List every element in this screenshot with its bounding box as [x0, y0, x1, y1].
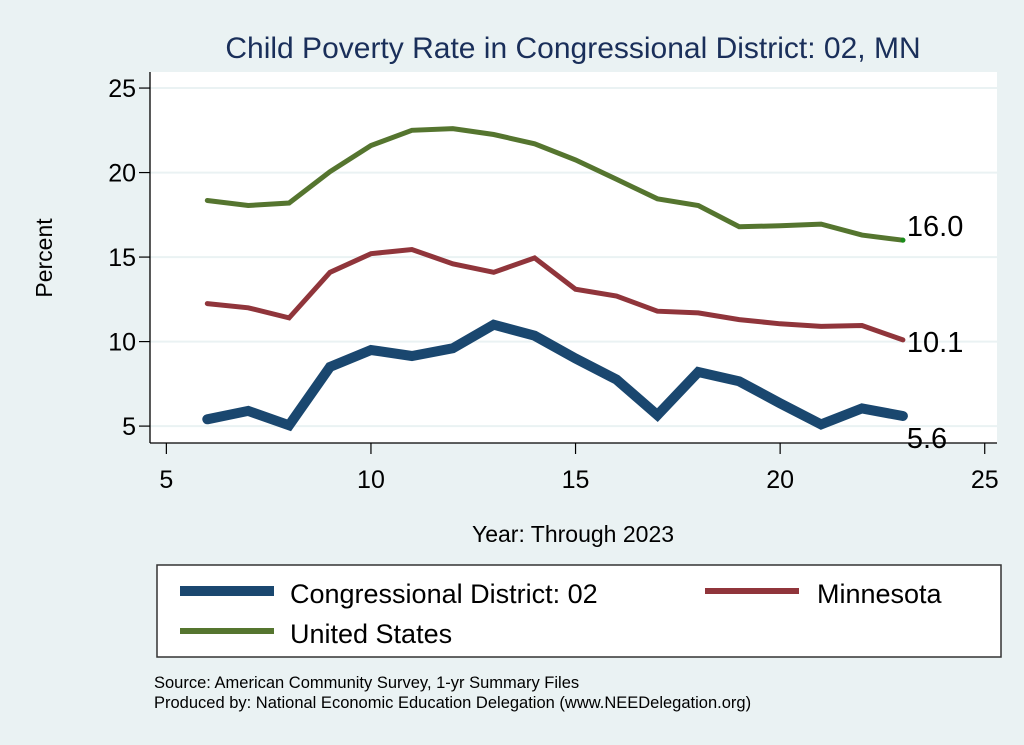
y-tick-label: 5 — [122, 413, 136, 441]
end-label-congressional-district-02: 5.6 — [907, 423, 947, 455]
x-tick-label: 20 — [766, 466, 794, 494]
x-tick-label: 10 — [357, 466, 385, 494]
producer-note: Produced by: National Economic Education… — [154, 694, 751, 712]
series-line-united-states — [204, 126, 906, 243]
series-lines — [202, 126, 908, 432]
series-line-congressional-district-02 — [202, 319, 908, 432]
series-line-minnesota — [204, 246, 906, 343]
y-tick-label: 20 — [108, 160, 136, 188]
legend-label-district: Congressional District: 02 — [290, 579, 598, 609]
legend-label-minnesota: Minnesota — [817, 579, 943, 609]
x-tick-label: 5 — [159, 466, 173, 494]
end-label-minnesota: 10.1 — [907, 327, 963, 359]
source-note: Source: American Community Survey, 1-yr … — [154, 674, 579, 692]
end-label-united-states: 16.0 — [907, 211, 963, 243]
x-axis: 5 10 15 20 25 — [159, 443, 999, 494]
end-point-marker — [900, 237, 906, 243]
x-axis-title: Year: Through 2023 — [472, 521, 674, 547]
y-axis: 5 10 15 20 25 — [108, 75, 150, 441]
chart-title: Child Poverty Rate in Congressional Dist… — [225, 32, 920, 65]
legend-box — [156, 564, 1002, 658]
legend: Congressional District: 02 Minnesota Uni… — [156, 564, 1002, 658]
y-tick-label: 15 — [108, 244, 136, 272]
y-tick-label: 10 — [108, 329, 136, 357]
y-axis-title: Percent — [31, 218, 57, 298]
x-tick-label: 15 — [562, 466, 590, 494]
y-tick-label: 25 — [108, 75, 136, 103]
end-labels: 16.0 10.1 5.6 — [907, 211, 963, 455]
x-tick-label: 25 — [971, 466, 999, 494]
legend-label-united-states: United States — [290, 619, 452, 649]
